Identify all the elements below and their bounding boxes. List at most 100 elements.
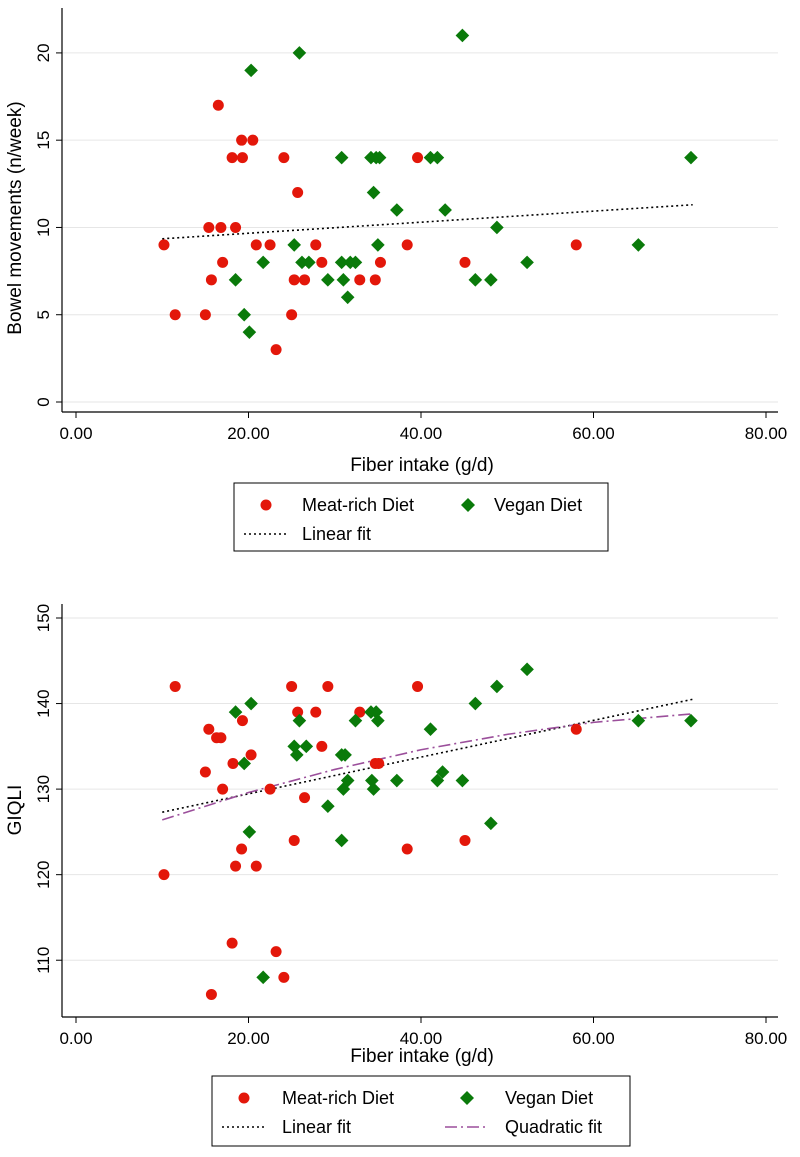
vegan-point <box>631 713 646 728</box>
meat-point <box>217 256 229 268</box>
meat-point <box>570 723 582 735</box>
meat-point <box>270 946 282 958</box>
vegan-point <box>290 748 304 762</box>
meat-point <box>412 152 424 164</box>
meat-point <box>226 152 238 164</box>
vegan-point <box>302 255 316 270</box>
meat-point <box>369 274 381 286</box>
data-points <box>158 662 698 1000</box>
meat-point <box>299 792 311 804</box>
linear-fit-line <box>162 698 693 813</box>
y-tick-label: 110 <box>34 947 53 974</box>
meat-point <box>278 971 290 983</box>
meat-point <box>230 860 242 872</box>
vegan-point <box>321 799 335 814</box>
vegan-point <box>334 833 349 848</box>
x-tick-label: 60.00 <box>572 424 615 443</box>
meat-point <box>236 843 248 855</box>
meat-point <box>374 256 386 268</box>
legend-label-vegan: Vegan Diet <box>494 495 582 515</box>
meat-point <box>270 344 282 356</box>
vegan-point <box>299 739 314 754</box>
vegan-point <box>520 255 534 270</box>
meat-point <box>264 239 276 251</box>
vegan-point <box>423 722 438 737</box>
legend: Meat-rich Diet Vegan Diet Linear fit <box>233 482 609 552</box>
x-tick-label: 60.00 <box>572 1029 615 1048</box>
vegan-point <box>244 696 258 711</box>
x-axis-title: Fiber intake (g/d) <box>350 1046 494 1067</box>
vegan-point <box>684 150 698 165</box>
y-ticks: 110 120 130 140 150 <box>34 604 62 974</box>
legend: Meat-rich Diet Vegan Diet Linear fit Qua… <box>211 1075 631 1147</box>
meat-point <box>212 99 224 111</box>
x-axis-title: Fiber intake (g/d) <box>350 455 494 476</box>
y-tick-label: 20 <box>34 43 53 62</box>
meat-point <box>215 221 227 233</box>
meat-point <box>292 706 304 718</box>
data-points <box>158 28 698 356</box>
vegan-point <box>292 46 307 60</box>
vegan-point <box>468 273 483 287</box>
meat-point <box>217 783 229 795</box>
meat-point <box>292 187 304 199</box>
meat-point <box>205 988 217 1000</box>
meat-point <box>158 239 170 251</box>
vegan-point <box>228 705 243 719</box>
meat-point <box>199 766 211 778</box>
legend-label-linear: Linear fit <box>282 1117 351 1137</box>
vegan-point <box>435 765 450 779</box>
legend-box <box>211 1075 631 1147</box>
meat-point <box>205 274 217 286</box>
x-tick-label: 40.00 <box>400 1029 443 1048</box>
fit-lines <box>162 203 693 240</box>
legend-marker-vegan <box>461 498 475 512</box>
vegan-point <box>520 662 534 677</box>
vegan-point <box>338 748 352 762</box>
vegan-point <box>484 816 498 831</box>
vegan-point <box>336 273 351 287</box>
meat-point <box>310 706 322 718</box>
legend-label-meat: Meat-rich Diet <box>282 1088 394 1108</box>
vegan-point <box>340 773 355 788</box>
y-axis-title: GIQLI <box>5 785 26 836</box>
vegan-point <box>484 273 498 287</box>
vegan-point <box>455 773 470 788</box>
meat-point <box>245 749 257 761</box>
vegan-point <box>321 273 335 287</box>
y-tick-label: 120 <box>34 860 53 888</box>
legend-box <box>233 482 609 552</box>
vegan-point <box>295 255 309 270</box>
y-axis-title: Bowel movements (n/week) <box>5 101 26 334</box>
meat-point <box>459 256 471 268</box>
y-tick-label: 5 <box>34 310 53 319</box>
meat-point <box>169 309 181 321</box>
x-tick-label: 20.00 <box>227 424 270 443</box>
meat-point <box>230 221 242 233</box>
y-tick-label: 140 <box>34 689 53 717</box>
vegan-point <box>390 773 404 788</box>
axes <box>61 604 778 1018</box>
legend-marker-meat <box>238 1092 250 1104</box>
vegan-point <box>256 255 270 270</box>
vegan-point <box>390 203 404 217</box>
x-tick-label: 40.00 <box>400 424 443 443</box>
vegan-point <box>366 185 381 200</box>
y-tick-label: 10 <box>34 218 53 237</box>
meat-point <box>199 309 211 321</box>
meat-point <box>412 680 424 692</box>
vegan-point <box>334 255 349 270</box>
vegan-point <box>631 238 646 252</box>
meat-point <box>250 239 262 251</box>
legend-marker-vegan <box>460 1091 474 1105</box>
vegan-point <box>455 28 470 43</box>
vegan-point <box>348 255 363 270</box>
vegan-point <box>334 150 349 165</box>
x-ticks: 0.00 20.00 40.00 60.00 80.00 <box>59 412 787 443</box>
legend-label-meat: Meat-rich Diet <box>302 495 414 515</box>
vegan-point <box>242 825 257 839</box>
legend-label-linear: Linear fit <box>302 524 371 544</box>
meat-point <box>278 152 290 164</box>
vegan-point <box>366 782 381 796</box>
vegan-point <box>369 705 383 719</box>
